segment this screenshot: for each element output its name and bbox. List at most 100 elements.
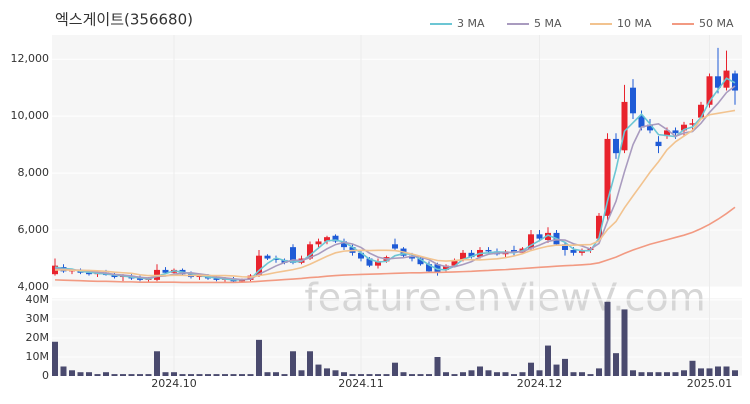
volume-bar — [477, 366, 483, 376]
ma-line — [55, 109, 736, 278]
candle-body — [460, 252, 466, 260]
volume-bar — [247, 374, 254, 376]
volume-bar — [647, 372, 653, 376]
volume-bar — [553, 364, 560, 376]
candle-body — [562, 244, 568, 250]
volume-bar — [664, 372, 670, 376]
candle-body — [545, 232, 551, 241]
candle-body — [341, 241, 347, 248]
candle-body — [307, 244, 313, 259]
volume-bar — [723, 366, 730, 376]
volume-bar — [128, 374, 135, 376]
candle-body — [604, 138, 611, 216]
volume-bar — [324, 368, 330, 376]
y-tick-label: 10M — [26, 350, 50, 363]
y-tick-label: 20M — [26, 331, 50, 344]
volume-bar — [111, 374, 118, 376]
candle-body — [664, 130, 670, 137]
volume-bar — [375, 374, 381, 376]
candle-body — [375, 261, 381, 266]
candle-body — [358, 252, 364, 259]
volume-bar — [256, 339, 262, 376]
volume-bar — [52, 341, 58, 376]
volume-bar — [417, 374, 424, 376]
volume-bar — [145, 374, 152, 376]
volume-bar — [545, 345, 551, 376]
volume-bar — [315, 364, 322, 376]
y-tick-label: 6,000 — [18, 223, 50, 236]
volume-bar — [468, 370, 475, 376]
x-tick-label: 2024.11 — [338, 377, 384, 390]
candle-body — [528, 234, 534, 249]
y-tick-label: 0 — [42, 369, 49, 382]
legend-label: 5 MA — [534, 17, 562, 30]
x-tick-label: 2024.10 — [151, 377, 197, 390]
candle-body — [290, 247, 296, 263]
volume-bar — [638, 372, 645, 376]
volume-bar — [103, 372, 109, 376]
volume-bar — [69, 370, 75, 376]
candle-body — [324, 237, 330, 242]
volume-bar — [196, 374, 203, 376]
volume-bar — [171, 372, 177, 376]
volume-bar — [460, 372, 466, 376]
volume-bar — [349, 374, 356, 376]
y-tick-label: 10,000 — [11, 109, 50, 122]
candle-body — [111, 275, 118, 278]
volume-bar — [655, 372, 662, 376]
candle-body — [451, 259, 458, 266]
volume-bar — [519, 372, 526, 376]
candle-body — [315, 241, 322, 245]
volume-bar — [451, 374, 458, 376]
x-tick-label: 2025.01 — [687, 377, 733, 390]
candle-body — [630, 87, 636, 114]
candle-body — [570, 249, 577, 253]
volume-bar — [188, 374, 194, 376]
volume-bar — [672, 372, 679, 376]
volume-bar — [86, 372, 92, 376]
candle-body — [417, 258, 424, 265]
candle-body — [426, 264, 432, 272]
candle-body — [468, 252, 475, 258]
volume-bar — [732, 370, 738, 376]
candle-body — [273, 258, 279, 260]
candle-body — [366, 258, 373, 266]
candle-body — [536, 234, 543, 239]
volume-bar — [400, 372, 407, 376]
volume-bar — [77, 372, 84, 376]
volume-bar — [587, 374, 594, 376]
candle-body — [485, 249, 492, 252]
candle-body — [162, 269, 169, 273]
volume-bar — [689, 360, 696, 376]
legend-label: 10 MA — [617, 17, 652, 30]
candle-body — [281, 259, 288, 263]
candle-body — [392, 244, 398, 249]
candle-body — [706, 76, 713, 105]
volume-bar — [502, 372, 509, 376]
volume-bar — [604, 301, 611, 376]
volume-bar — [341, 372, 347, 376]
candle-body — [655, 141, 662, 147]
volume-bar — [485, 370, 492, 376]
volume-bar — [443, 372, 449, 376]
volume-bar — [706, 368, 713, 376]
volume-bar — [426, 374, 432, 376]
volume-bar — [366, 374, 373, 376]
watermark: feature.enViewV.com — [304, 276, 705, 320]
volume-bar — [298, 370, 305, 376]
volume-bar — [434, 356, 441, 376]
candle-body — [443, 265, 449, 270]
candle-body — [698, 104, 704, 118]
candle-body — [613, 138, 619, 154]
x-tick-label: 2024.12 — [517, 377, 563, 390]
volume-bar — [494, 372, 500, 376]
volume-bar — [562, 358, 568, 376]
y-tick-label: 40M — [26, 293, 50, 306]
volume-bar — [179, 374, 186, 376]
volume-bar — [222, 374, 228, 376]
legend-label: 3 MA — [457, 17, 485, 30]
candle-body — [86, 272, 92, 275]
y-tick-label: 8,000 — [18, 166, 50, 179]
volume-bar — [698, 368, 704, 376]
